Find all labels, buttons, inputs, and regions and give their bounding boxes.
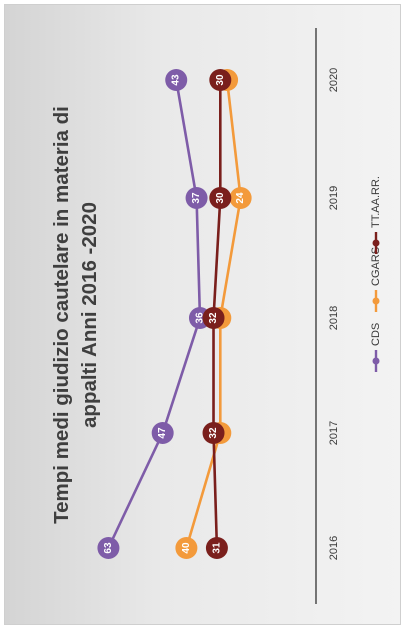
legend-entry: TT.AA.RR. xyxy=(370,176,382,254)
series-line xyxy=(107,79,202,549)
data-label: 30 xyxy=(215,74,226,86)
data-point xyxy=(97,537,120,559)
legend: CDS CGARS TT.AA.RR. xyxy=(370,176,382,372)
legend-entry: CDS xyxy=(370,323,382,372)
category-tick-label: 2017 xyxy=(328,421,340,445)
data-point xyxy=(165,69,188,91)
category-labels: 2016 2017 2018 2019 2020 xyxy=(328,68,340,560)
legend-label: CDS xyxy=(370,323,382,346)
series-layer: 634736374340303024283132323030 xyxy=(97,69,252,559)
data-point xyxy=(209,187,232,209)
data-label: 30 xyxy=(215,192,226,204)
legend-entry: CGARS xyxy=(370,247,382,312)
data-point xyxy=(202,307,225,329)
chart-title-line-2: appalti Anni 2016 -2020 xyxy=(78,202,101,428)
legend-marker xyxy=(372,297,380,305)
data-label: 24 xyxy=(235,192,246,204)
category-tick-label: 2019 xyxy=(328,186,340,210)
data-label: 40 xyxy=(181,542,192,554)
data-label: 36 xyxy=(194,312,205,324)
data-label: 31 xyxy=(211,542,222,554)
legend-marker xyxy=(372,357,380,365)
data-label: 32 xyxy=(208,427,219,439)
series-cds: 63 47 36 37 43 xyxy=(97,69,211,559)
category-tick-label: 2020 xyxy=(328,68,340,92)
category-tick-label: 2018 xyxy=(328,306,340,330)
category-tick-label: 2016 xyxy=(328,536,340,560)
data-label: 47 xyxy=(157,427,168,439)
data-point xyxy=(175,537,198,559)
data-label: 32 xyxy=(208,312,219,324)
legend-label: CGARS xyxy=(370,247,382,286)
legend-label: TT.AA.RR. xyxy=(370,176,382,228)
data-point xyxy=(205,537,228,559)
data-point xyxy=(151,422,174,444)
data-point xyxy=(185,187,208,209)
legend-marker xyxy=(372,239,380,247)
data-point xyxy=(202,422,225,444)
data-point xyxy=(209,69,232,91)
series-tt-aa-rr-: 31 32 32 30 30 xyxy=(202,69,232,559)
chart-title-line-1: Tempi medi giudizio cautelare in materia… xyxy=(50,106,73,524)
data-label: 43 xyxy=(171,74,182,86)
data-label: 63 xyxy=(103,542,114,554)
data-label: 37 xyxy=(191,192,202,204)
data-point xyxy=(229,187,252,209)
